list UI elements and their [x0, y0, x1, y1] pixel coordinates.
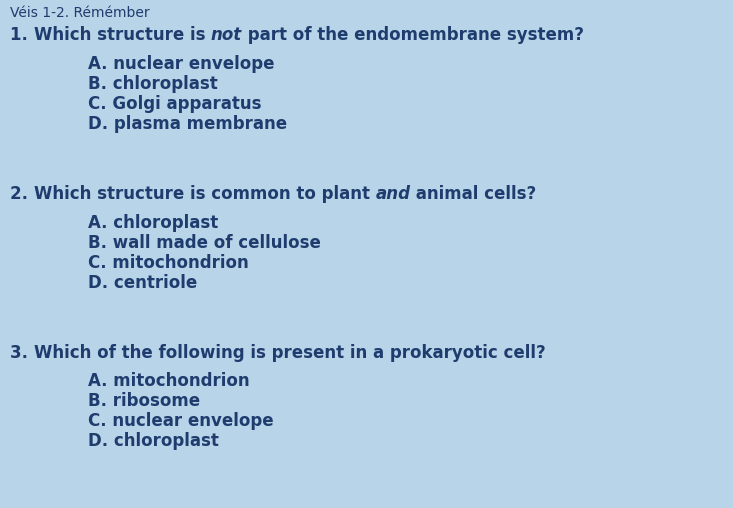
Text: A. nuclear envelope: A. nuclear envelope: [88, 55, 274, 73]
Text: 2.: 2.: [10, 185, 34, 203]
Text: D. centriole: D. centriole: [88, 274, 197, 292]
Text: Which structure is common to plant: Which structure is common to plant: [34, 185, 375, 203]
Text: Which of the following is present in a prokaryotic cell?: Which of the following is present in a p…: [34, 344, 545, 362]
Text: animal cells?: animal cells?: [410, 185, 537, 203]
Text: Véis 1-2. Rémémber: Véis 1-2. Rémémber: [10, 6, 150, 20]
Text: C. nuclear envelope: C. nuclear envelope: [88, 412, 273, 430]
Text: 1.: 1.: [10, 26, 34, 44]
Text: C. Golgi apparatus: C. Golgi apparatus: [88, 95, 262, 113]
Text: Which structure is: Which structure is: [34, 26, 211, 44]
Text: C. mitochondrion: C. mitochondrion: [88, 254, 248, 272]
Text: A. mitochondrion: A. mitochondrion: [88, 372, 250, 390]
Text: D. chloroplast: D. chloroplast: [88, 432, 219, 450]
Text: B. ribosome: B. ribosome: [88, 392, 200, 410]
Text: D. plasma membrane: D. plasma membrane: [88, 115, 287, 133]
Text: B. chloroplast: B. chloroplast: [88, 75, 218, 93]
Text: not: not: [211, 26, 242, 44]
Text: part of the endomembrane system?: part of the endomembrane system?: [242, 26, 584, 44]
Text: A. chloroplast: A. chloroplast: [88, 214, 218, 232]
Text: B. wall made of cellulose: B. wall made of cellulose: [88, 234, 321, 252]
Text: and: and: [375, 185, 410, 203]
Text: 3.: 3.: [10, 344, 34, 362]
